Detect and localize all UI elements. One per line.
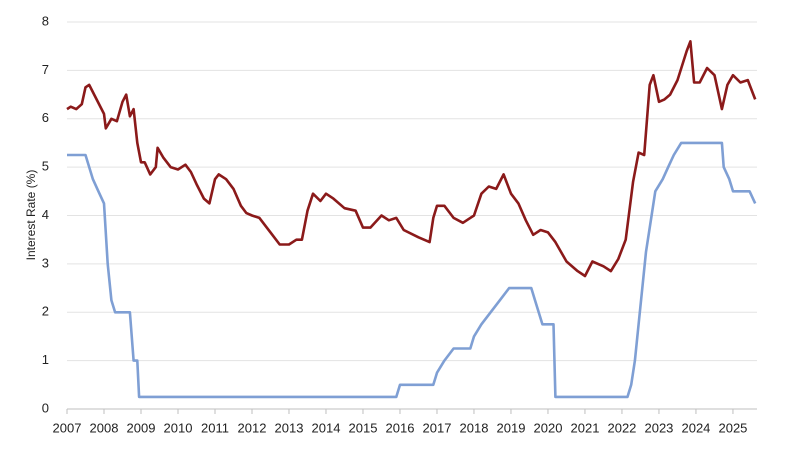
x-tick-label: 2017 <box>423 420 452 435</box>
y-tick-label: 3 <box>42 255 49 270</box>
x-tick-label: 2020 <box>534 420 563 435</box>
x-tick-label: 2016 <box>386 420 415 435</box>
y-axis-label: Interest Rate (%) <box>24 170 38 261</box>
y-tick-label: 0 <box>42 400 49 415</box>
x-tick-label: 2010 <box>164 420 193 435</box>
x-tick-label: 2025 <box>718 420 747 435</box>
y-tick-label: 2 <box>42 304 49 319</box>
x-tick-label: 2022 <box>607 420 636 435</box>
x-tick-label: 2019 <box>497 420 526 435</box>
x-tick-label: 2008 <box>90 420 119 435</box>
y-tick-label: 4 <box>42 207 49 222</box>
x-tick-label: 2009 <box>127 420 156 435</box>
y-tick-label: 1 <box>42 352 49 367</box>
y-tick-label: 8 <box>42 13 49 28</box>
x-tick-label: 2014 <box>312 420 341 435</box>
x-tick-label: 2024 <box>681 420 710 435</box>
x-tick-label: 2015 <box>349 420 378 435</box>
y-tick-label: 5 <box>42 159 49 174</box>
y-tick-label: 7 <box>42 62 49 77</box>
x-tick-label: 2018 <box>460 420 489 435</box>
x-tick-label: 2023 <box>644 420 673 435</box>
series-line <box>66 40 757 278</box>
x-tick-label: 2012 <box>238 420 267 435</box>
x-tick-label: 2021 <box>571 420 600 435</box>
y-tick-label: 6 <box>42 110 49 125</box>
x-tick-label: 2013 <box>275 420 304 435</box>
series-line <box>67 141 757 399</box>
x-tick-label: 2007 <box>53 420 82 435</box>
x-tick-label: 2011 <box>201 420 229 435</box>
